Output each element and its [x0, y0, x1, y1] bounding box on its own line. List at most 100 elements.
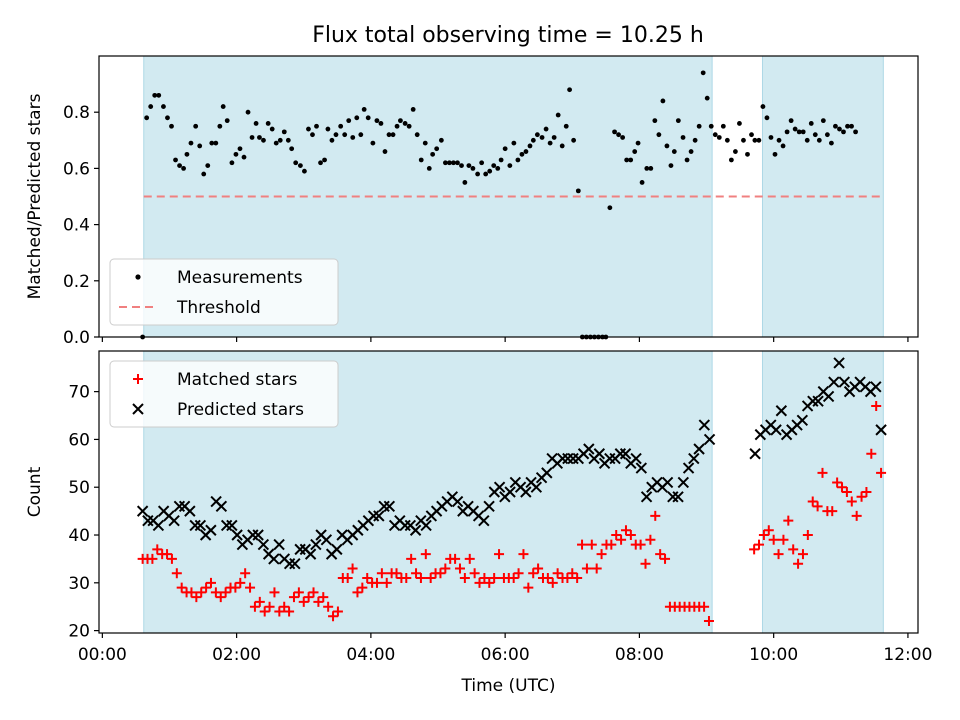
measurement-point — [768, 135, 774, 140]
legend-marker — [132, 403, 144, 415]
matched-star-point — [650, 510, 661, 521]
matched-star-point — [479, 573, 490, 584]
matched-star-point — [871, 400, 882, 411]
predicted-star-point — [231, 529, 243, 541]
predicted-star-point — [640, 491, 653, 503]
measurement-point — [543, 126, 549, 132]
measurement-point — [534, 132, 540, 138]
predicted-star-point — [583, 443, 595, 455]
predicted-star-point — [770, 424, 782, 436]
measurement-point — [447, 160, 452, 166]
measurement-point — [459, 163, 464, 168]
matched-star-point — [783, 515, 794, 526]
matched-star-point — [298, 596, 309, 607]
matched-star-point — [846, 496, 857, 507]
bottom-panel: 20 30 40 50 60 70 00:00 02:00 04:00 06:00 08:00 10:… — [25, 350, 932, 696]
measurement-point — [696, 123, 702, 129]
matched-star-point — [655, 549, 666, 560]
matched-star-point — [230, 582, 241, 593]
y-axis-label: Count — [25, 466, 45, 517]
measurement-point — [820, 118, 826, 124]
measurement-point — [249, 135, 255, 140]
measurement-point — [442, 160, 448, 166]
predicted-star-point — [822, 390, 835, 403]
measurement-point — [724, 137, 730, 143]
matched-star-point — [596, 549, 607, 560]
measurement-point — [318, 160, 323, 166]
x-tick-label: 10:00 — [749, 645, 798, 665]
predicted-star-point — [152, 519, 165, 532]
matched-star-point — [313, 596, 324, 607]
measurement-point — [507, 163, 513, 168]
measurement-point — [491, 163, 497, 168]
legend: Measurements Threshold — [109, 258, 339, 326]
measurement-point — [358, 132, 364, 138]
matched-star-point — [342, 573, 353, 584]
predicted-star-point — [273, 538, 285, 551]
predicted-star-point — [520, 486, 532, 498]
y-tick-label: 30 — [68, 574, 90, 594]
measurement-point — [741, 137, 746, 143]
matched-star-point — [440, 563, 451, 574]
measurement-point — [430, 151, 436, 157]
matched-star-point — [264, 601, 275, 612]
predicted-star-point — [619, 448, 632, 460]
matched-star-point — [220, 587, 231, 598]
predicted-star-point — [483, 500, 495, 513]
matched-star-point — [606, 539, 617, 550]
predicted-star-point — [775, 405, 788, 417]
predicted-star-point — [698, 419, 711, 431]
matched-star-point — [352, 587, 363, 598]
matched-star-point — [773, 549, 784, 560]
matched-star-point — [284, 606, 295, 617]
matched-star-point — [837, 482, 848, 493]
measurement-point — [555, 112, 561, 118]
measurement-point — [841, 129, 846, 135]
predicted-star-point — [189, 519, 201, 532]
matched-star-point — [420, 549, 431, 560]
matched-star-point — [489, 573, 500, 584]
measurement-point — [680, 135, 686, 140]
measurement-point — [800, 129, 806, 135]
predicted-star-point — [215, 500, 228, 513]
measurement-point — [148, 104, 154, 109]
predicted-star-point — [283, 557, 296, 570]
predicted-star-point — [562, 452, 574, 465]
matched-star-point — [152, 544, 163, 555]
matched-star-point — [812, 501, 823, 512]
matched-star-point — [484, 577, 495, 588]
predicted-star-point — [828, 376, 840, 388]
measurement-point — [812, 132, 818, 138]
measurement-point — [144, 115, 150, 121]
measurement-point — [551, 135, 557, 140]
predicted-star-point — [749, 448, 761, 460]
measurement-point — [648, 166, 654, 171]
measurement-point — [792, 126, 798, 132]
measurement-point — [329, 137, 335, 143]
measurement-point — [502, 146, 508, 152]
legend-label: Measurements — [177, 268, 303, 288]
predicted-star-point — [530, 481, 543, 493]
measurement-point — [515, 157, 521, 163]
matched-star-point — [474, 577, 485, 588]
y-tick-label: 0.0 — [63, 328, 90, 348]
predicted-star-point — [268, 553, 280, 565]
measurement-point — [720, 123, 726, 129]
measurement-point — [201, 171, 207, 177]
matched-star-point — [635, 539, 646, 550]
measurement-point — [632, 149, 638, 154]
measurement-point — [824, 132, 830, 138]
matched-star-point — [797, 549, 808, 560]
matched-star-point — [508, 573, 519, 584]
measurement-point — [245, 109, 251, 115]
matched-star-point — [754, 539, 765, 550]
measurement-point — [684, 157, 690, 163]
matched-star-point — [166, 553, 177, 564]
matched-star-point — [210, 587, 221, 598]
measurement-point — [716, 135, 722, 140]
measurement-point — [483, 171, 489, 177]
predicted-star-point — [677, 476, 690, 489]
predicted-star-point — [604, 452, 616, 465]
matched-star-point — [425, 573, 436, 584]
predicted-star-point — [173, 500, 186, 513]
